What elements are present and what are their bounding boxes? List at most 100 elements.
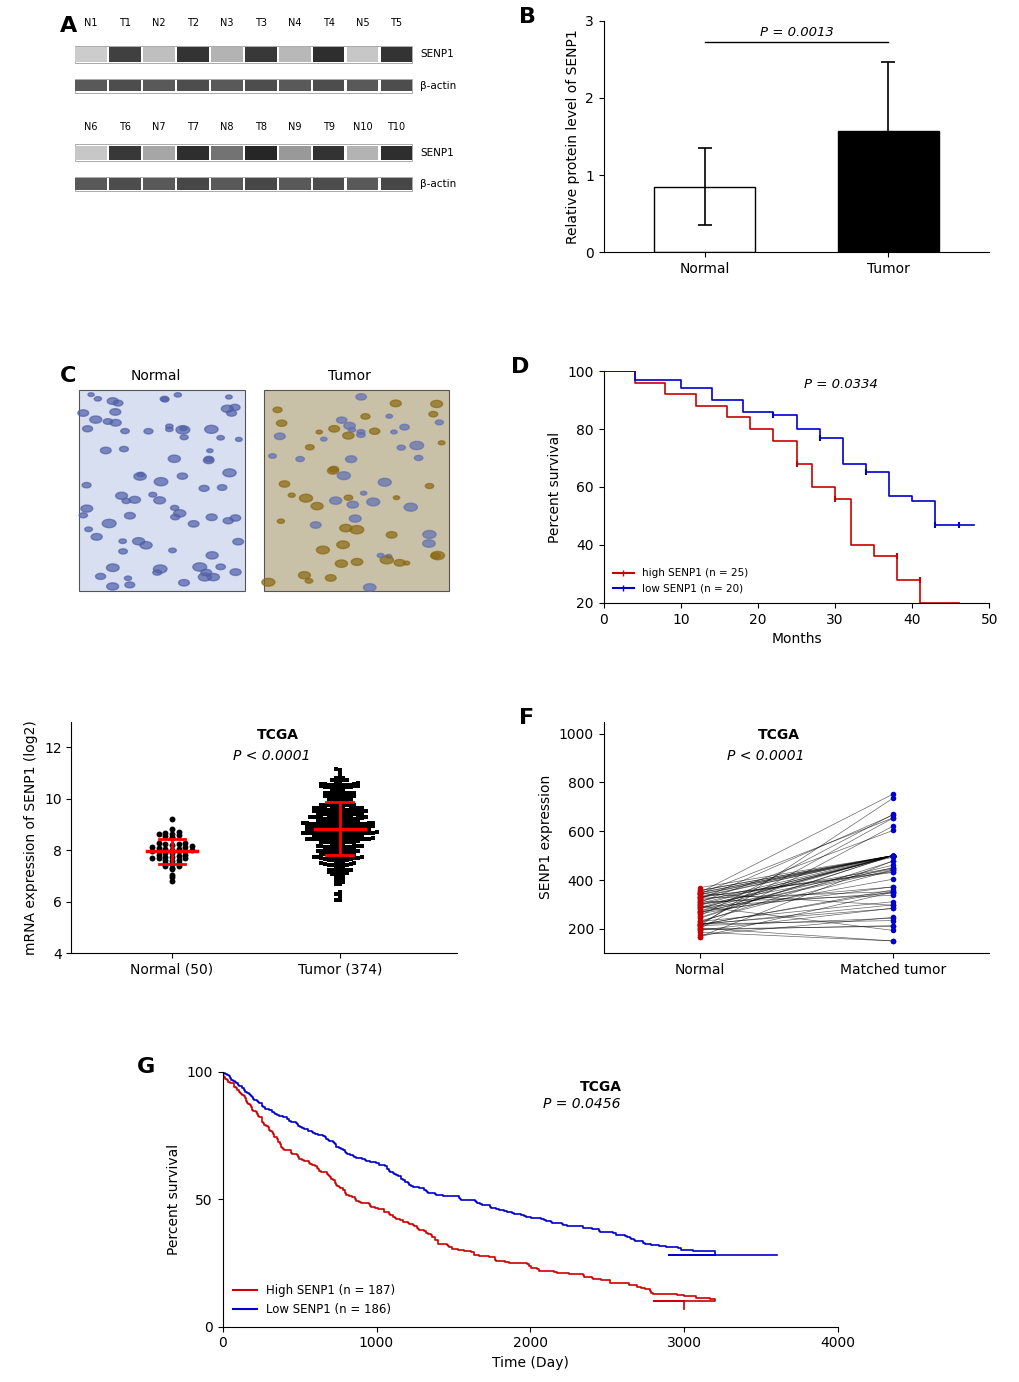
Text: P = 0.0013: P = 0.0013: [759, 26, 833, 39]
Circle shape: [217, 435, 224, 439]
Point: [691, 893, 707, 915]
Point: [331, 858, 347, 880]
Point: [331, 777, 347, 799]
Point: [883, 876, 900, 898]
Point: [317, 803, 333, 825]
Y-axis label: Percent survival: Percent survival: [547, 431, 561, 543]
Point: [691, 883, 707, 905]
Circle shape: [288, 493, 294, 498]
Text: SENP1: SENP1: [420, 148, 453, 158]
Point: [331, 781, 347, 803]
Point: [346, 775, 363, 797]
Point: [309, 828, 325, 850]
Circle shape: [345, 456, 357, 463]
Point: [164, 857, 180, 879]
Point: [691, 926, 707, 948]
Circle shape: [77, 410, 89, 416]
Point: [324, 782, 340, 804]
Point: [164, 850, 180, 872]
Circle shape: [328, 426, 339, 433]
Point: [306, 815, 322, 837]
Point: [338, 788, 355, 810]
Circle shape: [279, 481, 289, 486]
Point: [331, 815, 347, 837]
Point: [327, 842, 343, 864]
Point: [331, 868, 347, 890]
Point: [317, 829, 333, 851]
Point: [691, 915, 707, 937]
Point: [320, 775, 336, 797]
Point: [320, 831, 336, 853]
Point: [691, 882, 707, 904]
Point: [883, 909, 900, 931]
Point: [335, 832, 352, 854]
Circle shape: [343, 495, 353, 500]
Circle shape: [422, 540, 435, 547]
Bar: [245, 178, 276, 189]
Point: [346, 836, 363, 858]
Point: [691, 891, 707, 914]
Circle shape: [132, 538, 145, 545]
Point: [691, 893, 707, 915]
Point: [317, 853, 333, 875]
Point: [331, 889, 347, 911]
Circle shape: [325, 575, 336, 582]
Circle shape: [168, 455, 180, 463]
Point: [361, 822, 377, 844]
Circle shape: [350, 525, 364, 533]
Point: [357, 800, 373, 822]
Point: [327, 767, 343, 789]
Point: [313, 831, 329, 853]
Point: [157, 825, 173, 847]
Point: [331, 843, 347, 865]
Bar: [75, 79, 412, 93]
Point: [294, 822, 311, 844]
Circle shape: [103, 419, 113, 424]
Point: [361, 815, 377, 837]
Bar: [143, 145, 174, 160]
Point: [883, 844, 900, 867]
Text: C: C: [60, 366, 76, 387]
Circle shape: [91, 533, 102, 540]
Circle shape: [337, 471, 350, 480]
Text: T4: T4: [322, 18, 334, 28]
Point: [327, 836, 343, 858]
Circle shape: [122, 499, 130, 503]
Point: [320, 824, 336, 846]
Bar: [211, 80, 243, 91]
Point: [313, 803, 329, 825]
Circle shape: [221, 405, 233, 412]
Circle shape: [177, 473, 187, 480]
Point: [346, 814, 363, 836]
Point: [331, 833, 347, 855]
Point: [331, 788, 347, 810]
Circle shape: [300, 495, 312, 502]
Circle shape: [262, 578, 275, 586]
Point: [350, 813, 366, 835]
Point: [150, 832, 166, 854]
Point: [691, 914, 707, 936]
Circle shape: [223, 468, 235, 477]
Bar: [143, 47, 174, 62]
Point: [883, 844, 900, 867]
Point: [150, 824, 166, 846]
Circle shape: [173, 510, 185, 517]
Circle shape: [206, 514, 217, 521]
Circle shape: [115, 492, 127, 499]
Point: [317, 810, 333, 832]
Point: [350, 822, 366, 844]
Bar: [245, 145, 276, 160]
Point: [342, 785, 359, 807]
Point: [350, 846, 366, 868]
Point: [338, 782, 355, 804]
Point: [883, 846, 900, 868]
Point: [346, 847, 363, 869]
Bar: [177, 47, 209, 62]
Point: [691, 894, 707, 916]
Point: [883, 915, 900, 937]
Point: [320, 786, 336, 808]
Circle shape: [276, 420, 286, 426]
Point: [691, 894, 707, 916]
Circle shape: [176, 426, 190, 434]
Point: [306, 846, 322, 868]
